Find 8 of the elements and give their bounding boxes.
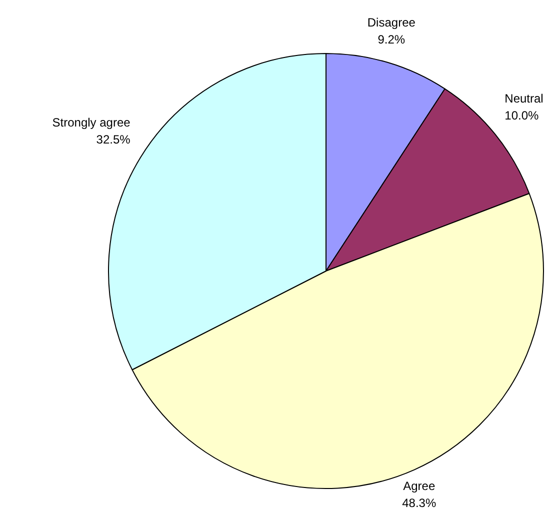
- data-label: 10.0%: [504, 108, 540, 122]
- data-label: 9.2%: [378, 32, 406, 46]
- data-label: 32.5%: [96, 132, 131, 146]
- slice-label: Neutral: [504, 91, 544, 106]
- slice-label: Disagree: [367, 15, 416, 30]
- slice-label: Agree: [403, 479, 436, 494]
- slice-label: Strongly agree: [52, 115, 131, 130]
- data-label: 48.3%: [402, 496, 436, 510]
